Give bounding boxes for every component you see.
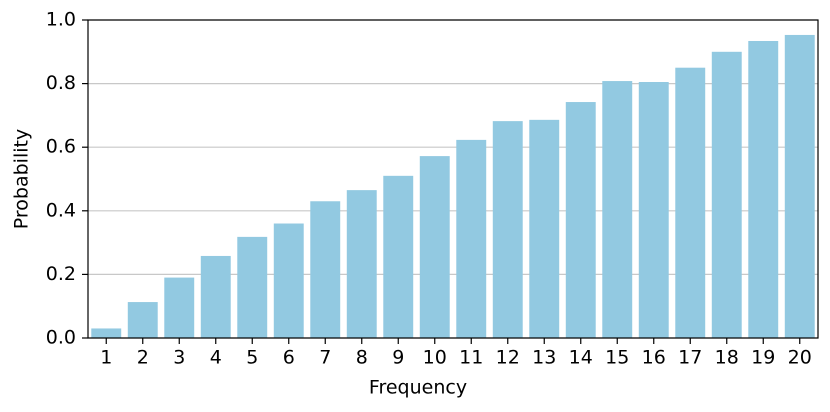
x-tick-label: 8 [356,347,368,369]
bar [419,156,450,338]
bar [638,82,669,338]
bar [237,236,268,338]
y-axis-label: Probability [11,129,33,229]
bar [784,34,815,339]
x-tick-label: 16 [642,347,666,369]
bar [711,51,742,339]
x-tick-label: 20 [788,347,812,369]
x-tick-label: 4 [210,347,222,369]
y-tick-label: 1.0 [46,9,76,31]
x-tick-label: 15 [605,347,629,369]
y-tick-label: 0.0 [46,327,76,349]
x-tick-label: 5 [246,347,258,369]
y-tick-label: 0.2 [46,263,76,285]
x-tick-label: 7 [319,347,331,369]
bar [529,119,560,339]
plot-frame [87,19,819,339]
bar [200,255,231,338]
y-tick-label: 0.8 [46,72,76,94]
bar [127,302,158,338]
bar [91,328,122,338]
x-tick-label: 14 [569,347,593,369]
bar [565,102,596,338]
x-tick-label: 17 [678,347,702,369]
bar [383,175,414,338]
x-axis-label: Frequency [369,377,467,399]
bar [456,139,487,338]
x-tick-label: 11 [459,347,483,369]
x-tick-label: 1 [100,347,112,369]
bar [748,40,779,338]
bar [310,201,341,338]
bar [346,190,377,338]
bar [492,121,523,339]
x-tick-label: 10 [423,347,447,369]
x-tick-label: 3 [173,347,185,369]
x-tick-label: 12 [496,347,520,369]
y-tick-label: 0.6 [46,136,76,158]
x-tick-label: 19 [751,347,775,369]
x-tick-label: 2 [137,347,149,369]
x-tick-label: 9 [392,347,404,369]
x-tick-label: 6 [283,347,295,369]
x-tick-label: 13 [532,347,556,369]
bar [675,67,706,338]
bar [164,277,195,338]
y-tick-label: 0.4 [46,199,76,221]
bar [273,223,304,338]
x-tick-label: 18 [715,347,739,369]
bar [602,81,633,338]
